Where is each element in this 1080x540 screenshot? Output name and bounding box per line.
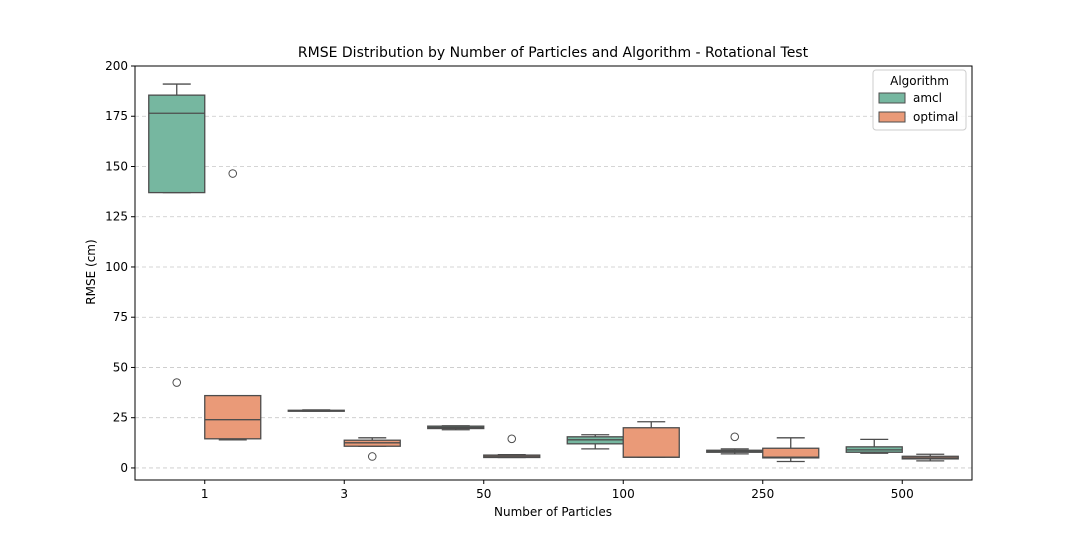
y-tick-label: 50	[113, 360, 128, 374]
outlier-point	[730, 432, 740, 442]
x-axis-label: Number of Particles	[494, 505, 612, 519]
box-optimal	[622, 427, 680, 458]
x-tick-label: 50	[476, 487, 491, 501]
chart-title: RMSE Distribution by Number of Particles…	[298, 45, 809, 61]
legend-swatch-optimal	[878, 111, 906, 123]
legend-label-amcl: amcl	[913, 91, 942, 105]
legend-label-optimal: optimal	[913, 110, 958, 124]
x-tick-label: 250	[751, 487, 774, 501]
legend: Algorithm amcl optimal	[872, 69, 967, 131]
box-optimal	[762, 447, 820, 459]
legend-swatch-amcl	[878, 92, 906, 104]
x-tick-label: 500	[891, 487, 914, 501]
y-tick-label: 200	[105, 59, 128, 73]
y-tick-label: 125	[105, 210, 128, 224]
y-tick-label: 0	[120, 461, 128, 475]
x-tick-label: 100	[612, 487, 635, 501]
axes: 0 25 50 75 100 125 150 175 200 1 3 50 100 250 500	[105, 59, 973, 501]
y-tick-label: 75	[113, 310, 128, 324]
legend-title: Algorithm	[890, 74, 949, 88]
y-tick-label: 150	[105, 159, 128, 173]
x-tick-label: 1	[201, 487, 209, 501]
box-optimal	[204, 394, 262, 440]
y-tick-label: 25	[113, 411, 128, 425]
box-plot-marks	[148, 83, 959, 463]
box-amcl	[148, 94, 206, 194]
y-tick-label: 175	[105, 109, 128, 123]
outlier-point	[228, 169, 238, 178]
y-axis-label: RMSE (cm)	[84, 239, 98, 304]
outlier-point	[172, 378, 182, 387]
outlier-point	[367, 452, 377, 461]
outlier-point	[507, 434, 517, 444]
x-tick-label: 3	[340, 487, 348, 501]
y-tick-label: 100	[105, 260, 128, 274]
plot-frame	[134, 65, 973, 481]
